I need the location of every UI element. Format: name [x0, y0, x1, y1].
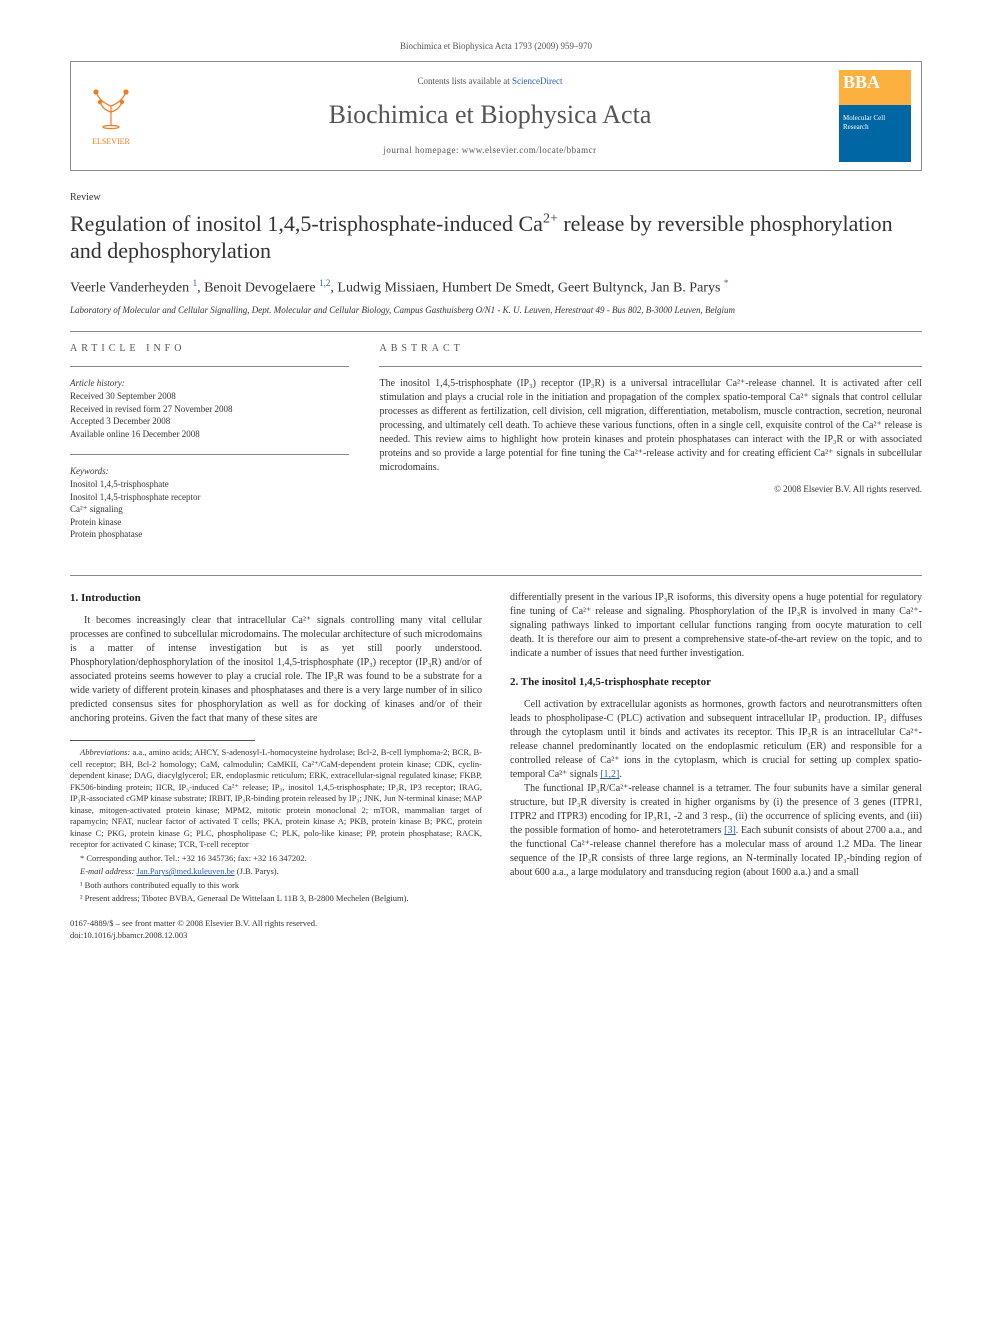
authors-rest: , Ludwig Missiaen, Humbert De Smedt, Gee…	[330, 280, 724, 295]
homepage-url: www.elsevier.com/locate/bbamcr	[462, 145, 597, 155]
rule-top	[70, 331, 922, 332]
footnote-1: ¹ Both authors contributed equally to th…	[70, 880, 482, 891]
article-history-block: Article history: Received 30 September 2…	[70, 377, 349, 440]
keyword-3: Ca²⁺ signaling	[70, 503, 349, 516]
abbrev-label: Abbreviations:	[80, 747, 130, 757]
body-columns: 1. Introduction It becomes increasingly …	[70, 591, 922, 941]
section-2-para-1: Cell activation by extracellular agonist…	[510, 698, 922, 782]
section-1-heading: 1. Introduction	[70, 591, 482, 606]
footnotes-block: Abbreviations: a.a., amino acids; AHCY, …	[70, 747, 482, 904]
elsevier-tree-icon	[88, 84, 134, 136]
article-type: Review	[70, 191, 922, 205]
footnote-rule	[70, 740, 255, 741]
body-left-column: 1. Introduction It becomes increasingly …	[70, 591, 482, 941]
footer-issn: 0167-4889/$ – see front matter © 2008 El…	[70, 918, 482, 929]
elsevier-logo: ELSEVIER	[81, 78, 141, 153]
footer-doi: doi:10.1016/j.bbamcr.2008.12.003	[70, 930, 482, 941]
journal-header-box: ELSEVIER Contents lists available at Sci…	[70, 61, 922, 171]
footnote-2: ² Present address; Tibotec BVBA, Generaa…	[70, 893, 482, 904]
history-revised: Received in revised form 27 November 200…	[70, 403, 349, 416]
info-abstract-row: ARTICLE INFO Article history: Received 3…	[70, 342, 922, 555]
section-2-para-2: The functional IP₃R/Ca²⁺-release channel…	[510, 782, 922, 880]
email-footnote: E-mail address: Jan.Parys@med.kuleuven.b…	[70, 866, 482, 877]
bba-cover-subtitle: Molecular Cell Research	[843, 114, 911, 134]
article-info-heading: ARTICLE INFO	[70, 342, 349, 356]
email-link[interactable]: Jan.Parys@med.kuleuven.be	[136, 866, 234, 876]
title-sup: 2+	[543, 211, 558, 226]
ref-1-2-link[interactable]: [1,2]	[600, 769, 619, 780]
author-1: Veerle Vanderheyden	[70, 280, 193, 295]
author-2-sup: 1,2	[319, 278, 330, 288]
elsevier-label: ELSEVIER	[92, 136, 130, 147]
abstract-copyright: © 2008 Elsevier B.V. All rights reserved…	[379, 483, 922, 496]
info-rule-1	[70, 366, 349, 367]
authors-line: Veerle Vanderheyden 1, Benoit Devogelaer…	[70, 277, 922, 298]
sciencedirect-link[interactable]: ScienceDirect	[512, 76, 562, 86]
s2p1-end: .	[619, 769, 622, 780]
keywords-label: Keywords:	[70, 465, 349, 478]
abstract-column: ABSTRACT The inositol 1,4,5-trisphosphat…	[379, 342, 922, 555]
keyword-2: Inositol 1,4,5-trisphosphate receptor	[70, 491, 349, 504]
bba-cover-thumbnail: BBA Molecular Cell Research	[839, 70, 911, 162]
header-citation: Biochimica et Biophysica Acta 1793 (2009…	[70, 40, 922, 53]
article-info-column: ARTICLE INFO Article history: Received 3…	[70, 342, 349, 555]
corresponding-author-footnote: * Corresponding author. Tel.: +32 16 345…	[70, 853, 482, 864]
s2p1-text: Cell activation by extracellular agonist…	[510, 699, 922, 780]
affiliation: Laboratory of Molecular and Cellular Sig…	[70, 304, 922, 317]
body-right-column: differentially present in the various IP…	[510, 591, 922, 941]
keywords-block: Keywords: Inositol 1,4,5-trisphosphate I…	[70, 465, 349, 541]
keyword-5: Protein phosphatase	[70, 528, 349, 541]
author-2: , Benoit Devogelaere	[197, 280, 319, 295]
section-1-para-1: It becomes increasingly clear that intra…	[70, 614, 482, 726]
history-received: Received 30 September 2008	[70, 390, 349, 403]
section-1-para-2: differentially present in the various IP…	[510, 591, 922, 661]
abbreviations-footnote: Abbreviations: a.a., amino acids; AHCY, …	[70, 747, 482, 850]
footer-block: 0167-4889/$ – see front matter © 2008 El…	[70, 918, 482, 940]
title-part1: Regulation of inositol 1,4,5-trisphospha…	[70, 211, 543, 236]
bba-cover-title: BBA	[843, 74, 880, 90]
journal-center: Contents lists available at ScienceDirec…	[141, 75, 839, 157]
history-online: Available online 16 December 2008	[70, 428, 349, 441]
keyword-1: Inositol 1,4,5-trisphosphate	[70, 478, 349, 491]
section-2-heading: 2. The inositol 1,4,5-trisphosphate rece…	[510, 675, 922, 690]
homepage-prefix: journal homepage:	[383, 145, 461, 155]
journal-name: Biochimica et Biophysica Acta	[151, 97, 829, 133]
contents-lists-line: Contents lists available at ScienceDirec…	[151, 75, 829, 88]
article-title: Regulation of inositol 1,4,5-trisphospha…	[70, 210, 922, 265]
keyword-4: Protein kinase	[70, 516, 349, 529]
abstract-text: The inositol 1,4,5-trisphosphate (IP₃) r…	[379, 377, 922, 475]
abstract-rule	[379, 366, 922, 367]
contents-prefix: Contents lists available at	[418, 76, 512, 86]
abbrev-text: a.a., amino acids; AHCY, S-adenosyl-L-ho…	[70, 747, 482, 849]
history-label: Article history:	[70, 377, 349, 390]
info-rule-2	[70, 454, 349, 455]
email-suffix: (J.B. Parys).	[235, 866, 279, 876]
ref-3-link[interactable]: [3]	[724, 825, 736, 836]
abstract-heading: ABSTRACT	[379, 342, 922, 356]
journal-homepage: journal homepage: www.elsevier.com/locat…	[151, 144, 829, 157]
author-corr-sup: *	[724, 278, 729, 288]
history-accepted: Accepted 3 December 2008	[70, 415, 349, 428]
rule-bottom	[70, 575, 922, 576]
email-label: E-mail address:	[80, 866, 136, 876]
